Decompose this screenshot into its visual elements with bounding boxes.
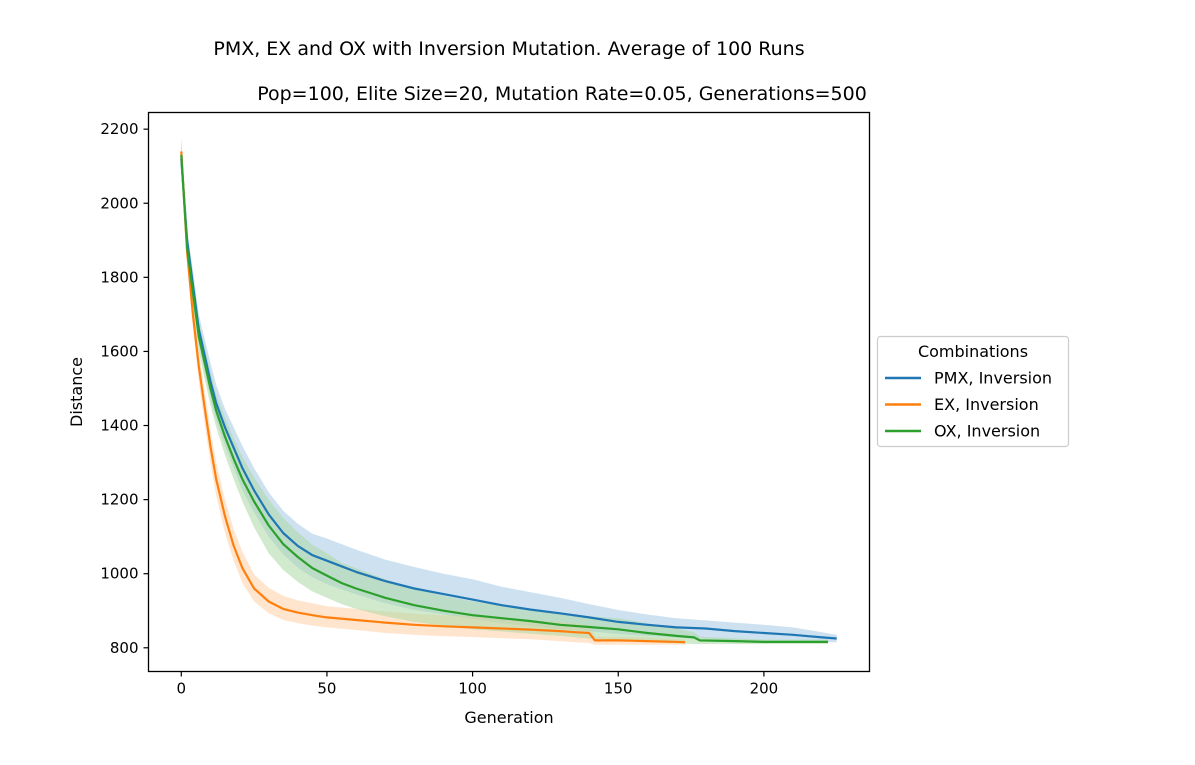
legend-label-ox-inversion: OX, Inversion <box>934 422 1040 441</box>
line-ex-inversion <box>180 151 686 644</box>
x-tick-label: 100 <box>458 680 487 698</box>
legend-items: PMX, Inversion EX, Inversion OX, Inversion <box>885 369 1052 441</box>
legend-title: Combinations <box>918 342 1028 361</box>
y-axis-ticks: 800 1000 1200 1400 1600 1800 2000 2200 <box>100 120 149 657</box>
y-tick-label: 1800 <box>100 268 138 286</box>
line-ox-inversion <box>180 155 828 644</box>
legend-box <box>876 335 1070 448</box>
x-axis-ticks: 0 50 100 150 200 <box>176 671 779 698</box>
y-tick-label: 800 <box>110 639 139 657</box>
band-pmx-inversion <box>181 140 837 643</box>
chart-subtitle: Pop=100, Elite Size=20, Mutation Rate=0.… <box>257 83 867 105</box>
y-tick-label: 2000 <box>100 194 138 212</box>
x-tick-label: 200 <box>750 680 779 698</box>
y-tick-label: 2200 <box>100 120 138 138</box>
confidence-bands <box>181 136 837 645</box>
band-ox-inversion <box>181 140 829 645</box>
y-tick-label: 1400 <box>100 417 138 435</box>
legend-label-ex-inversion: EX, Inversion <box>934 395 1039 414</box>
x-tick-label: 0 <box>176 680 186 698</box>
band-ex-inversion <box>181 136 686 645</box>
line-pmx-inversion <box>180 158 837 640</box>
y-tick-label: 1000 <box>100 565 138 583</box>
legend: Combinations PMX, Inversion EX, Inversion… <box>876 335 1070 448</box>
chart-title: PMX, EX and OX with Inversion Mutation. … <box>213 38 804 60</box>
x-axis-label: Generation <box>464 708 553 727</box>
plot-frame <box>147 111 871 673</box>
y-tick-label: 1600 <box>100 342 138 360</box>
y-tick-label: 1200 <box>100 491 138 509</box>
y-axis-label: Distance <box>67 357 86 427</box>
series-lines <box>180 151 837 644</box>
x-tick-label: 50 <box>317 680 336 698</box>
x-tick-label: 150 <box>604 680 633 698</box>
legend-label-pmx-inversion: PMX, Inversion <box>934 369 1052 388</box>
